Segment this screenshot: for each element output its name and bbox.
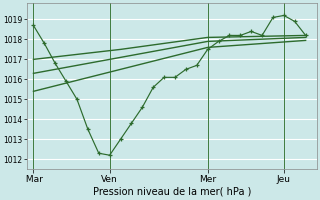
X-axis label: Pression niveau de la mer( hPa ): Pression niveau de la mer( hPa ) — [92, 187, 251, 197]
